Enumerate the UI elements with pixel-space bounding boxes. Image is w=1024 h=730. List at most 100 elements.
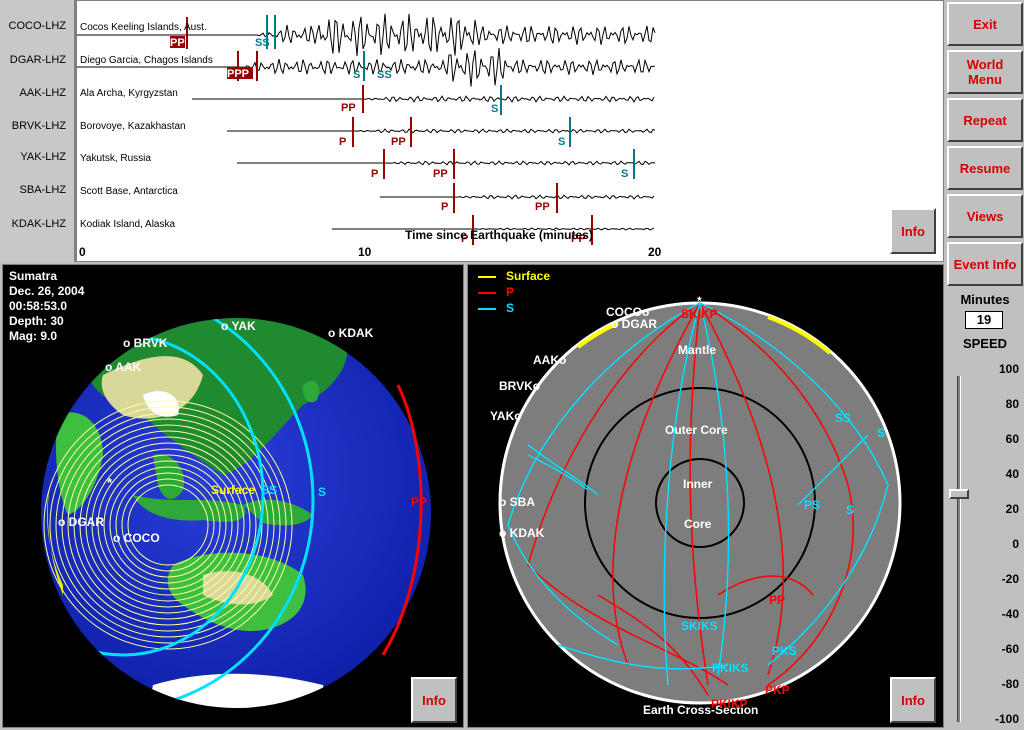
speed-tick-label: -20 (1001, 572, 1019, 586)
seismogram-trace (380, 194, 655, 200)
phase-label-skikp: SKIKP (681, 307, 718, 321)
seismogram-traces: PP SS PPP S SS PP S P PP S P PP S P PP P… (77, 13, 662, 259)
phase-box (227, 67, 253, 79)
surface-wave-arc (576, 321, 619, 349)
legend-p-label: P (506, 285, 514, 299)
seismogram-trace (77, 48, 656, 87)
s-wave-label: S (318, 485, 326, 499)
xsec-station-label: o KDAK (499, 526, 545, 540)
s-ray-paths (507, 302, 889, 686)
phase-label: P (339, 136, 346, 148)
phase-label: S (621, 168, 628, 180)
views-button[interactable]: Views (947, 194, 1023, 238)
phase-label: SS (255, 37, 270, 49)
seismogram-panel: PP SS PPP S SS PP S P PP S P PP S P PP P… (76, 0, 944, 262)
station-code: SBA-LHZ (19, 184, 66, 196)
time-tick: 20 (648, 245, 662, 259)
speed-tick-label: -40 (1001, 607, 1019, 621)
phase-label: PP (341, 102, 356, 114)
xsec-epicenter-star: * (697, 294, 702, 308)
xsec-station-label: AAKo (533, 353, 566, 367)
speed-tick-label: 20 (1005, 502, 1019, 516)
globe-station-label: o DGAR (58, 515, 104, 529)
phase-label: PP (571, 233, 586, 245)
legend-s-label: S (506, 301, 514, 315)
xsec-station-label: YAKo (490, 409, 522, 423)
minutes-label: Minutes (960, 292, 1010, 307)
speed-tick-label: 80 (1005, 397, 1019, 411)
speed-slider-track[interactable] (957, 376, 961, 722)
trace-group (77, 13, 656, 231)
event-name: Sumatra (9, 269, 58, 283)
phase-label-ss: SS (835, 411, 851, 425)
layer-label-inner: Inner (683, 477, 713, 491)
legend-surface-label: Surface (506, 269, 550, 283)
speed-tick-label: 40 (1005, 467, 1019, 481)
epicenter-star: * (107, 475, 113, 490)
cross-section-panel: Surface P S Mantle Outer Core Inner Core… (467, 264, 944, 728)
surface-wave-label: Surface (211, 483, 255, 497)
cross-section-info-button[interactable]: Info (890, 677, 936, 723)
phase-label: P (461, 233, 468, 245)
surface-wave-rings (43, 400, 293, 650)
station-label-column: COCO-LHZ DGAR-LHZ AAK-LHZ BRVK-LHZ YAK-L… (0, 0, 76, 262)
xsec-station-label: COCOo (606, 305, 649, 319)
phase-label-pks: PKS (772, 644, 797, 658)
seismogram-trace (77, 13, 656, 56)
cross-section-svg: Surface P S Mantle Outer Core Inner Core… (478, 269, 902, 717)
seismogram-trace (332, 227, 655, 231)
globe-station-label: o BRVK (123, 336, 168, 350)
cross-section-caption: Earth Cross-Section (643, 703, 758, 717)
world-menu-button[interactable]: World Menu (947, 50, 1023, 94)
phase-label-skiks: SKIKS (681, 619, 718, 633)
repeat-button[interactable]: Repeat (947, 98, 1023, 142)
globe-info-button[interactable]: Info (411, 677, 457, 723)
phase-label: PP (535, 201, 550, 213)
event-magnitude: Mag: 9.0 (9, 329, 58, 343)
xsec-station-label: BRVKo (499, 379, 540, 393)
resume-button[interactable]: Resume (947, 146, 1023, 190)
exit-button[interactable]: Exit (947, 2, 1023, 46)
event-time: 00:58:53.0 (9, 299, 68, 313)
time-tick: 0 (79, 245, 86, 259)
globe-svg: * o YAK o KDAK o BRVK o AAK o DGAR o COC… (41, 318, 431, 708)
speed-tick-label: 100 (998, 362, 1019, 376)
inner-core (655, 458, 745, 548)
speed-tick-label: -60 (1001, 642, 1019, 656)
speed-slider-thumb[interactable] (949, 488, 969, 499)
layer-label-mantle: Mantle (678, 343, 716, 357)
phase-label: P (441, 201, 448, 213)
phase-label-pp: PP (769, 593, 785, 607)
surface-wave-arc (767, 315, 832, 355)
event-info-button[interactable]: Event Info (947, 242, 1023, 286)
seismogram-info-button[interactable]: Info (890, 208, 936, 254)
phase-label-pkp: PKP (765, 683, 790, 697)
speed-tick-label: -80 (1001, 677, 1019, 691)
minutes-value: 19 (965, 311, 1003, 329)
seismogram-trace (227, 128, 656, 134)
xsec-station-label: o DGAR (611, 317, 657, 331)
phase-label: PP (170, 37, 185, 49)
station-code: BRVK-LHZ (11, 120, 66, 132)
globe-station-label: o COCO (113, 531, 160, 545)
phase-box (170, 36, 185, 48)
speed-tick-label: 60 (1005, 432, 1019, 446)
event-depth: Depth: 30 (9, 314, 64, 328)
phase-label-pkiks: PKIKS (712, 661, 749, 675)
station-code: KDAK-LHZ (11, 218, 66, 230)
phase-label-pkikp: PKIKP (711, 697, 748, 711)
phase-label: S (491, 103, 498, 115)
phase-label: S (353, 69, 360, 81)
globe-station-label: o YAK (221, 319, 256, 333)
seismogram-trace (192, 95, 655, 104)
phase-label: SS (377, 69, 392, 81)
station-code: AAK-LHZ (19, 87, 66, 99)
layer-label-core: Core (684, 517, 712, 531)
station-code: COCO-LHZ (8, 20, 66, 32)
station-name: Kodiak Island, Alaska (80, 219, 175, 230)
xsec-station-label: o SBA (499, 495, 535, 509)
phase-label-s: S (877, 426, 885, 440)
phase-label: S (558, 136, 565, 148)
station-name: Ala Archa, Kyrgyzstan (80, 88, 178, 99)
phase-label: P (371, 168, 378, 180)
